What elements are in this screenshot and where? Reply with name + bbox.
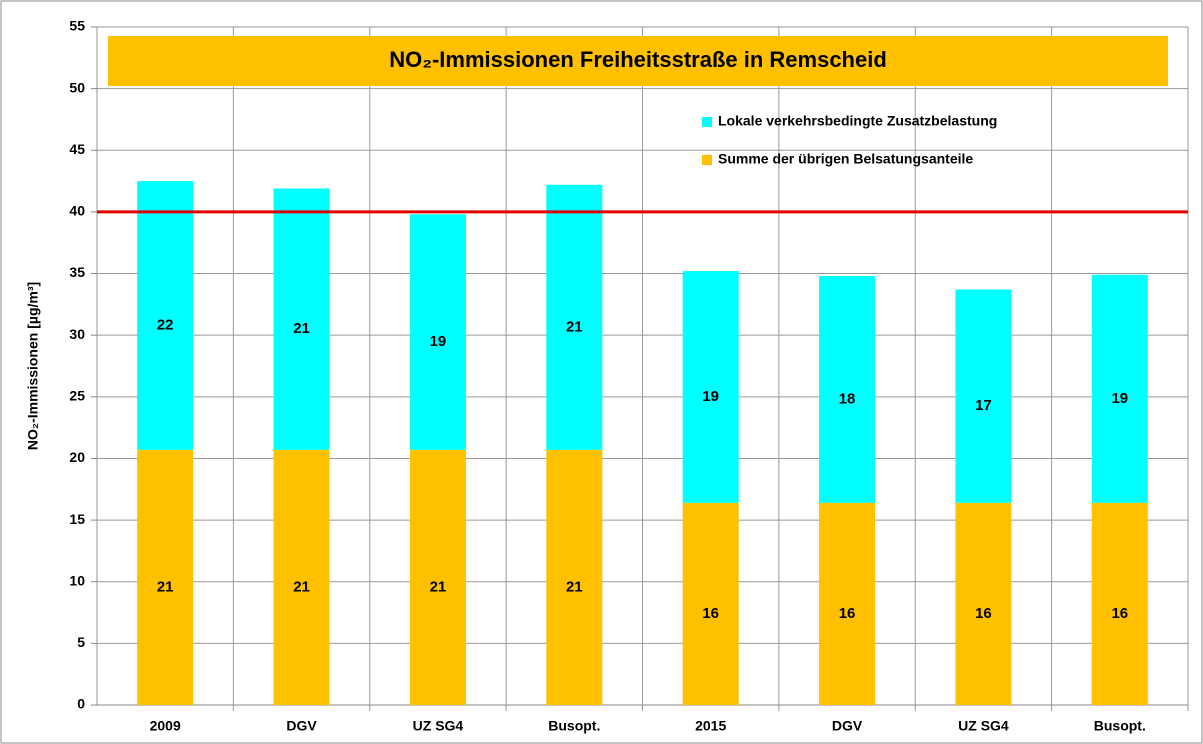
y-tick-label: 30 [69,326,85,342]
x-tick-label: Busopt. [548,718,600,734]
x-tick-label: DGV [832,718,863,734]
y-tick-label: 35 [69,264,85,280]
x-tick-label: DGV [286,718,317,734]
x-tick-label: 2009 [150,718,181,734]
bar-segment [682,271,739,503]
data-label: 16 [1111,605,1128,622]
bar-segment [819,502,876,705]
data-label: 21 [157,578,174,595]
bar-segment [955,289,1012,503]
y-tick-label: 0 [77,696,85,712]
bar-segment [546,449,603,705]
data-label: 16 [702,605,719,622]
data-label: 19 [702,388,719,405]
y-tick-label: 10 [69,572,85,588]
x-tick-label: UZ SG4 [413,718,464,734]
y-tick-label: 55 [69,18,85,34]
y-tick-label: 20 [69,449,85,465]
x-tick-label: UZ SG4 [958,718,1009,734]
y-tick-label: 15 [69,511,85,527]
x-tick-label: Busopt. [1094,718,1146,734]
legend-label: Summe der übrigen Belsatungsanteile [718,151,973,167]
legend-swatch [702,117,712,127]
data-label: 16 [975,605,992,622]
data-label: 18 [839,390,856,407]
bar-segment [273,449,330,705]
data-label: 17 [975,397,992,414]
legend-swatch [702,155,712,165]
data-label: 22 [157,316,174,333]
data-label: 21 [293,578,310,595]
y-tick-label: 40 [69,203,85,219]
bar-segment [819,276,876,503]
data-label: 21 [293,320,310,337]
data-label: 19 [430,333,447,350]
chart-title: NO₂-Immissionen Freiheitsstraße in Remsc… [389,47,887,72]
title-box [108,36,1168,86]
bar-segment [682,502,739,705]
bar-segment [137,449,194,705]
data-label: 21 [566,578,583,595]
y-tick-label: 25 [69,388,85,404]
data-label: 21 [566,318,583,335]
y-tick-label: 45 [69,141,85,157]
x-tick-label: 2015 [695,718,726,734]
data-label: 19 [1111,390,1128,407]
data-label: 21 [430,578,447,595]
bar-segment [137,181,194,450]
bar-segment [1091,502,1148,705]
bar-segment [546,184,603,450]
bar-segment [409,214,466,450]
bar-segment [273,188,330,450]
y-tick-label: 50 [69,79,85,95]
bar-segment [955,502,1012,705]
data-label: 16 [839,605,856,622]
bar-segment [1091,274,1148,503]
y-axis-label: NO₂-Immissionen [µg/m³] [25,282,41,450]
bar-segment [409,449,466,705]
y-tick-label: 5 [77,634,85,650]
legend-label: Lokale verkehrsbedingte Zusatzbelastung [718,113,997,129]
